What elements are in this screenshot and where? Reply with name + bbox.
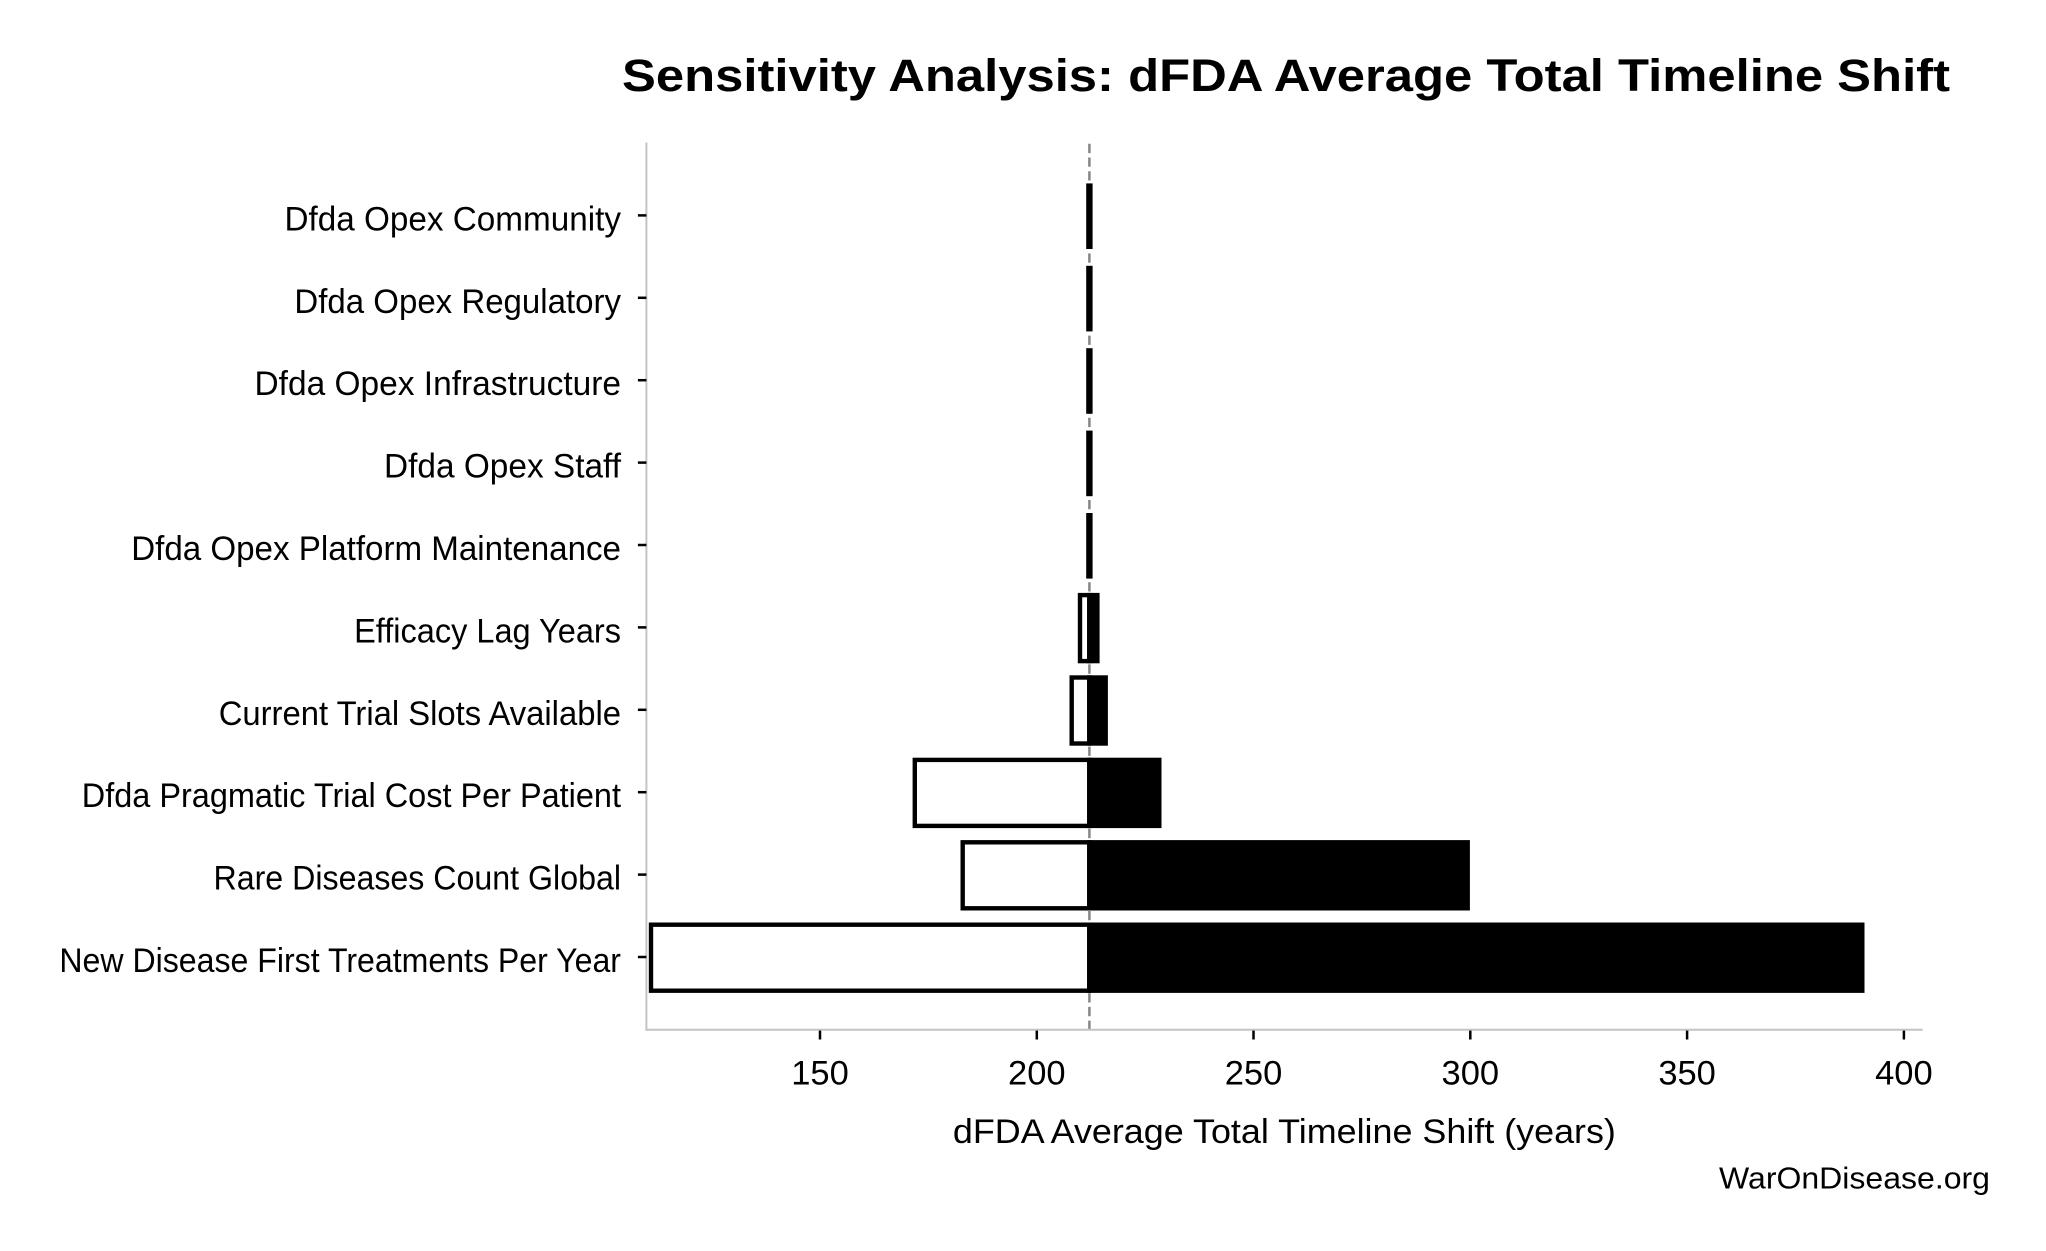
svg-text:Current Trial Slots Available: Current Trial Slots Available [219,695,621,733]
svg-text:Dfda Pragmatic Trial Cost Per: Dfda Pragmatic Trial Cost Per Patient [82,777,622,815]
svg-text:250: 250 [1225,1055,1283,1093]
svg-text:Efficacy Lag Years: Efficacy Lag Years [354,612,621,650]
svg-text:Dfda Opex Staff: Dfda Opex Staff [384,448,621,486]
svg-text:200: 200 [1008,1055,1066,1093]
svg-text:400: 400 [1875,1055,1933,1093]
svg-text:Dfda Opex Infrastructure: Dfda Opex Infrastructure [255,365,622,403]
svg-text:Rare Diseases Count Global: Rare Diseases Count Global [214,860,622,898]
svg-text:dFDA Average Total Timeline Sh: dFDA Average Total Timeline Shift (years… [953,1113,1616,1151]
svg-text:Dfda Opex Community: Dfda Opex Community [285,200,622,238]
svg-text:350: 350 [1658,1055,1716,1093]
svg-text:150: 150 [791,1055,849,1093]
svg-text:New Disease First Treatments P: New Disease First Treatments Per Year [59,942,621,980]
svg-text:Sensitivity Analysis: dFDA Ave: Sensitivity Analysis: dFDA Average Total… [622,50,1950,101]
svg-text:WarOnDisease.org: WarOnDisease.org [1719,1162,1990,1196]
svg-text:Dfda Opex Regulatory: Dfda Opex Regulatory [294,283,621,321]
svg-text:300: 300 [1442,1055,1500,1093]
svg-text:Dfda Opex Platform Maintenance: Dfda Opex Platform Maintenance [131,530,621,568]
